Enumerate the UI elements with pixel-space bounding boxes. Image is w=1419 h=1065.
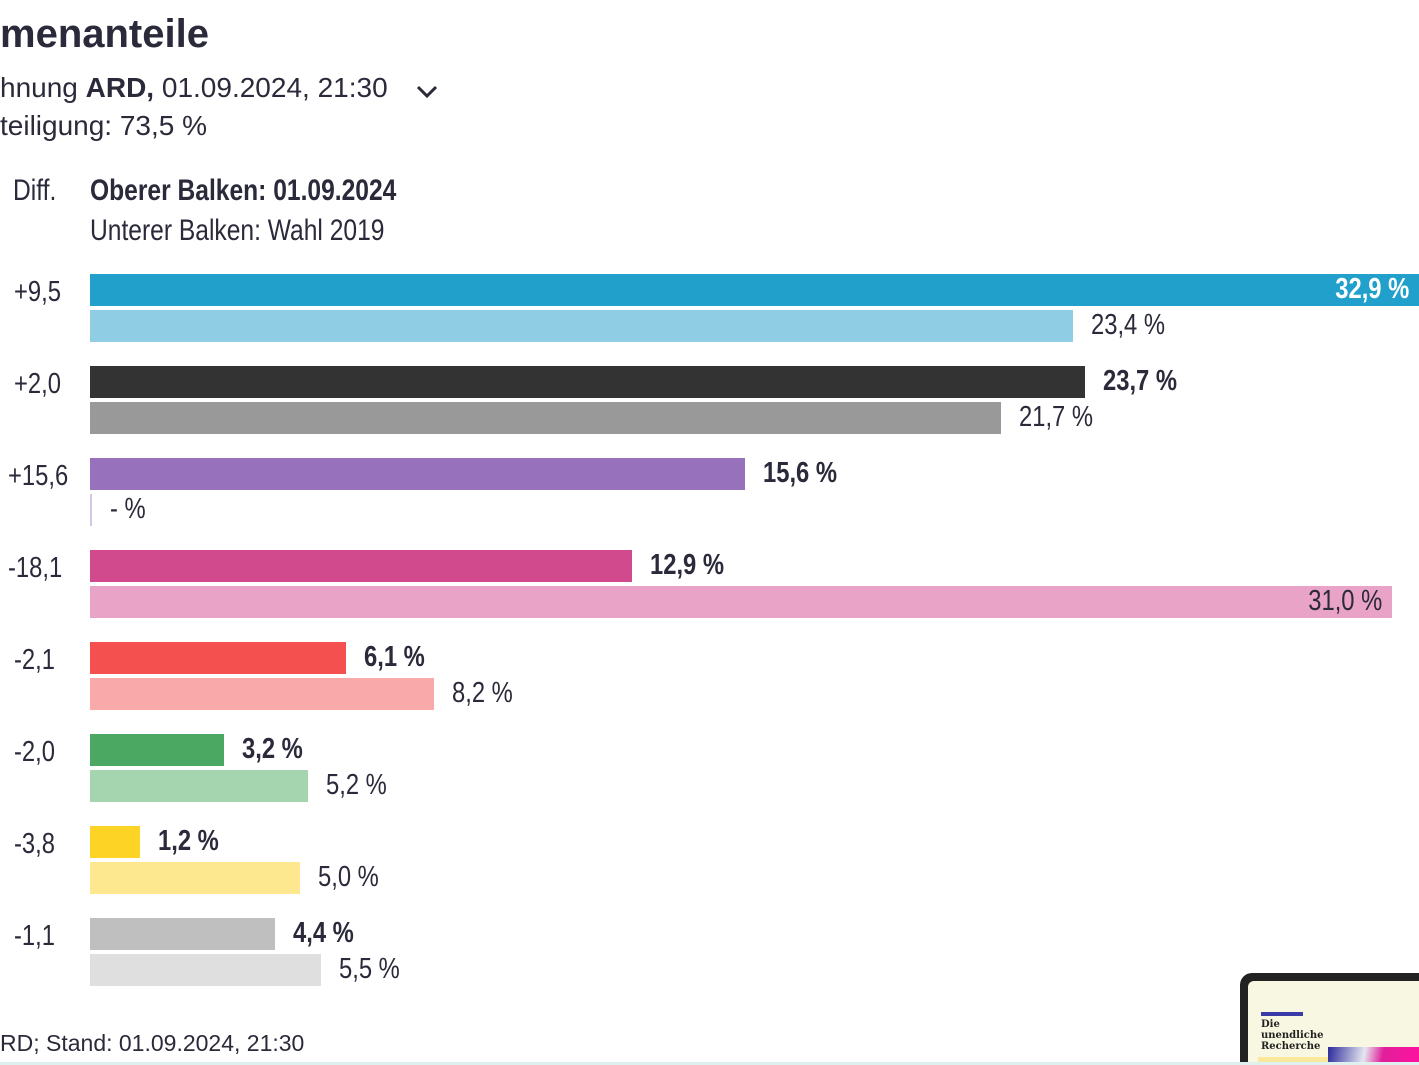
bar-label-current: 1,2 % (158, 825, 220, 857)
bar-label-previous: - % (110, 493, 146, 525)
legend-previous: Unterer Balken: Wahl 2019 (90, 214, 385, 247)
bar-label-current: 15,6 % (763, 457, 838, 489)
bar-previous (90, 494, 92, 526)
bar-label-current: 12,9 % (649, 549, 724, 581)
bar-previous (90, 402, 1002, 434)
bar-label-current: 32,9 % (1334, 273, 1409, 305)
forecast-selector[interactable]: hnung ARD, 01.09.2024, 21:30 (0, 72, 388, 104)
bar-label-previous: 5,5 % (339, 953, 400, 985)
diff-value: +9,5 (14, 276, 61, 308)
bar-current (90, 642, 347, 674)
chart-title: menanteile (0, 12, 209, 56)
bar-current (90, 274, 1419, 306)
diff-value: -18,1 (8, 552, 63, 584)
diff-value: -2,0 (14, 736, 55, 768)
diff-value: +15,6 (8, 460, 69, 492)
ad-box (1258, 1057, 1328, 1062)
bar-previous (90, 678, 435, 710)
ad-screen: Die unendliche Recherche (1248, 981, 1419, 1062)
bar-current (90, 458, 746, 490)
bar-previous (90, 862, 300, 894)
bar-previous (90, 770, 309, 802)
diff-header: Diff. (13, 174, 57, 207)
bar-label-previous: 23,4 % (1090, 309, 1165, 341)
ad-tablet-image[interactable]: Die unendliche Recherche (1240, 973, 1419, 1062)
ad-tag (1261, 1012, 1303, 1016)
bar-current (90, 734, 225, 766)
ad-artwork (1328, 1047, 1419, 1062)
turnout: teiligung: 73,5 % (0, 110, 208, 141)
bar-label-previous: 8,2 % (452, 677, 514, 709)
bar-label-previous: 5,2 % (326, 769, 388, 801)
bar-label-previous: 31,0 % (1307, 585, 1382, 617)
ad-headline: Die unendliche Recherche (1261, 1019, 1324, 1052)
bar-label-current: 6,1 % (364, 641, 426, 673)
bar-current (90, 366, 1086, 398)
diff-value: -3,8 (14, 828, 55, 860)
subtitle-prefix: hnung (0, 72, 86, 103)
divider (0, 1062, 1419, 1065)
bar-previous (90, 954, 321, 986)
diff-value: -2,1 (14, 644, 55, 676)
bar-label-current: 4,4 % (292, 917, 354, 949)
bar-previous (90, 586, 1392, 618)
bar-label-current: 23,7 % (1103, 365, 1178, 397)
bar-current (90, 918, 275, 950)
legend-current: Oberer Balken: 01.09.2024 (90, 174, 397, 207)
bar-label-current: 3,2 % (242, 733, 304, 765)
subtitle-datetime: 01.09.2024, 21:30 (154, 72, 388, 103)
bar-label-previous: 5,0 % (318, 861, 379, 893)
subtitle-source: ARD, (85, 72, 155, 103)
bar-current (90, 826, 141, 858)
bar-previous (90, 310, 1073, 342)
chevron-down-icon[interactable] (414, 78, 440, 104)
bar-current (90, 550, 632, 582)
bar-label-previous: 21,7 % (1019, 401, 1094, 433)
diff-value: +2,0 (14, 368, 61, 400)
diff-value: -1,1 (14, 920, 55, 952)
source-note: RD; Stand: 01.09.2024, 21:30 (0, 1030, 305, 1056)
